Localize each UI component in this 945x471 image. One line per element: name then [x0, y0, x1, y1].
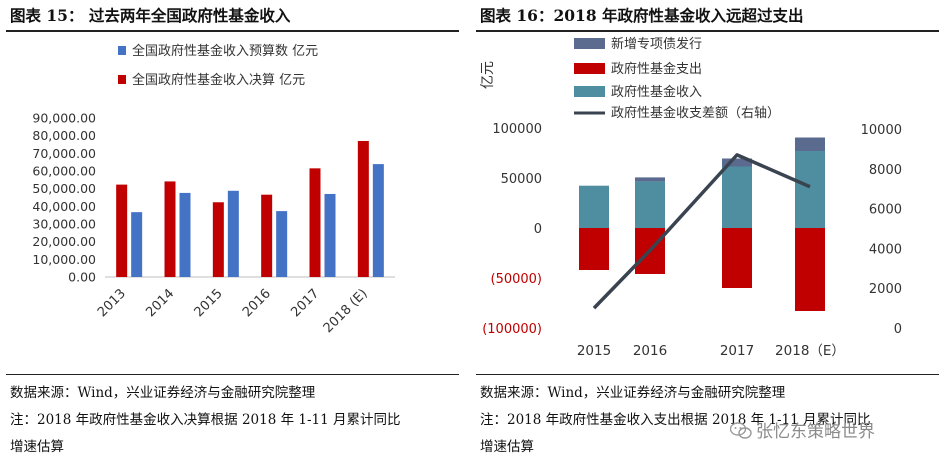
left-figure-panel: 图表 15： 过去两年全国政府性基金收入 全国政府性基金收入预算数 亿元 全国政府… — [0, 0, 465, 471]
source-divider — [6, 374, 459, 375]
title-divider — [476, 30, 939, 32]
figure-16-title: 图表 16：2018 年政府性基金收入远超过支出 — [480, 6, 804, 25]
y-tick-label-right: 4000 — [869, 242, 902, 257]
legend-swatch — [574, 86, 605, 97]
y-tick-label-right: 2000 — [869, 282, 902, 297]
bar-fund-expenditure — [579, 228, 609, 270]
bar-special-bond — [795, 137, 825, 151]
bar-final-revenue — [309, 168, 321, 277]
bar-budget-revenue — [179, 192, 191, 277]
x-tick-label: 2017 — [720, 343, 754, 359]
bar-final-revenue — [116, 184, 128, 277]
legend-label: 全国政府性基金收入预算数 亿元 — [132, 43, 318, 59]
x-tick-label: 2015 — [192, 286, 226, 320]
legend-swatch — [574, 38, 605, 49]
y-tick-label: 10,000.00 — [32, 252, 96, 267]
right-figure-panel: 图表 16：2018 年政府性基金收入远超过支出 亿元 新增专项债发行 政府性基金支… — [470, 0, 945, 471]
watermark-text: 张忆东策略世界 — [756, 422, 875, 442]
y-tick-label: 60,000.00 — [32, 164, 96, 179]
source-divider — [476, 374, 939, 375]
bar-special-bond — [635, 177, 665, 182]
y-tick-label-left: 100000 — [492, 122, 542, 137]
y-tick-label-left: (50000) — [491, 272, 543, 287]
x-tick-label: 2017 — [288, 286, 322, 320]
y-axis-unit-label: 亿元 — [480, 61, 496, 89]
y-tick-label: 50,000.00 — [32, 181, 96, 196]
x-tick-label: 2018 (E) — [321, 286, 371, 336]
bar-budget-revenue — [372, 164, 384, 277]
x-tick-label: 2016 — [633, 343, 667, 359]
x-tick-label: 2014 — [143, 286, 177, 320]
x-tick-label: 2018（E） — [775, 343, 845, 359]
wechat-icon — [729, 422, 752, 440]
y-tick-label: 30,000.00 — [32, 217, 96, 232]
footnote-line-1: 注：2018 年政府性基金收入支出根据 2018 年 1-11 月累计同比 — [480, 412, 871, 428]
footnote-line-1: 注：2018 年政府性基金收入决算根据 2018 年 1-11 月累计同比 — [10, 412, 401, 428]
watermark: 张忆东策略世界 — [729, 417, 875, 442]
bar-fund-income — [722, 166, 752, 228]
y-tick-label: 70,000.00 — [32, 146, 96, 161]
y-tick-label-right: 10000 — [861, 123, 902, 138]
bar-budget-revenue — [227, 190, 239, 277]
figure-15-title: 图表 15： 过去两年全国政府性基金收入 — [10, 6, 291, 25]
bar-budget-revenue — [276, 211, 288, 277]
bar-special-bond — [722, 158, 752, 167]
y-tick-label: 80,000.00 — [32, 128, 96, 143]
line-balance-series — [592, 153, 811, 310]
footnote-line-2: 增速估算 — [10, 439, 64, 455]
y-tick-label-left: (100000) — [482, 322, 542, 337]
footnote-line-2: 增速估算 — [480, 439, 534, 455]
bar-final-revenue — [212, 202, 224, 277]
bar-final-revenue — [261, 194, 273, 277]
legend-label: 政府性基金支出 — [611, 61, 702, 77]
bar-fund-income — [635, 181, 665, 228]
legend-swatch — [118, 46, 126, 55]
bar-fund-expenditure — [795, 228, 825, 311]
x-tick-label: 2015 — [577, 343, 611, 359]
source-note: 数据来源：Wind，兴业证券经济与金融研究院整理 — [480, 385, 786, 401]
legend-label: 政府性基金收入 — [611, 84, 702, 100]
bar-fund-income — [795, 151, 825, 228]
y-tick-label-left: 0 — [534, 222, 542, 237]
y-tick-label: 20,000.00 — [32, 234, 96, 249]
bar-budget-revenue — [131, 212, 143, 277]
legend-label: 新增专项债发行 — [611, 36, 702, 52]
y-tick-label-right: 6000 — [869, 203, 902, 218]
y-tick-label: 0.00 — [68, 270, 96, 285]
y-tick-label-right: 0 — [894, 322, 902, 337]
x-tick-label: 2016 — [240, 286, 274, 320]
bar-final-revenue — [357, 140, 369, 277]
y-tick-label-right: 8000 — [869, 163, 902, 178]
x-tick-label: 2013 — [95, 286, 129, 320]
bar-final-revenue — [164, 181, 176, 277]
legend-label: 政府性基金收支差额（右轴） — [611, 105, 780, 121]
y-tick-label: 90,000.00 — [32, 111, 96, 126]
y-tick-label-left: 50000 — [501, 172, 542, 187]
source-note: 数据来源：Wind，兴业证券经济与金融研究院整理 — [10, 385, 316, 401]
bar-budget-revenue — [324, 193, 336, 277]
legend-label: 全国政府性基金收入决算 亿元 — [132, 72, 305, 88]
bar-fund-expenditure — [722, 228, 752, 288]
legend-swatch — [118, 75, 126, 84]
legend-swatch — [574, 63, 605, 74]
bar-fund-income — [579, 185, 609, 228]
title-divider — [6, 30, 459, 32]
y-tick-label: 40,000.00 — [32, 199, 96, 214]
